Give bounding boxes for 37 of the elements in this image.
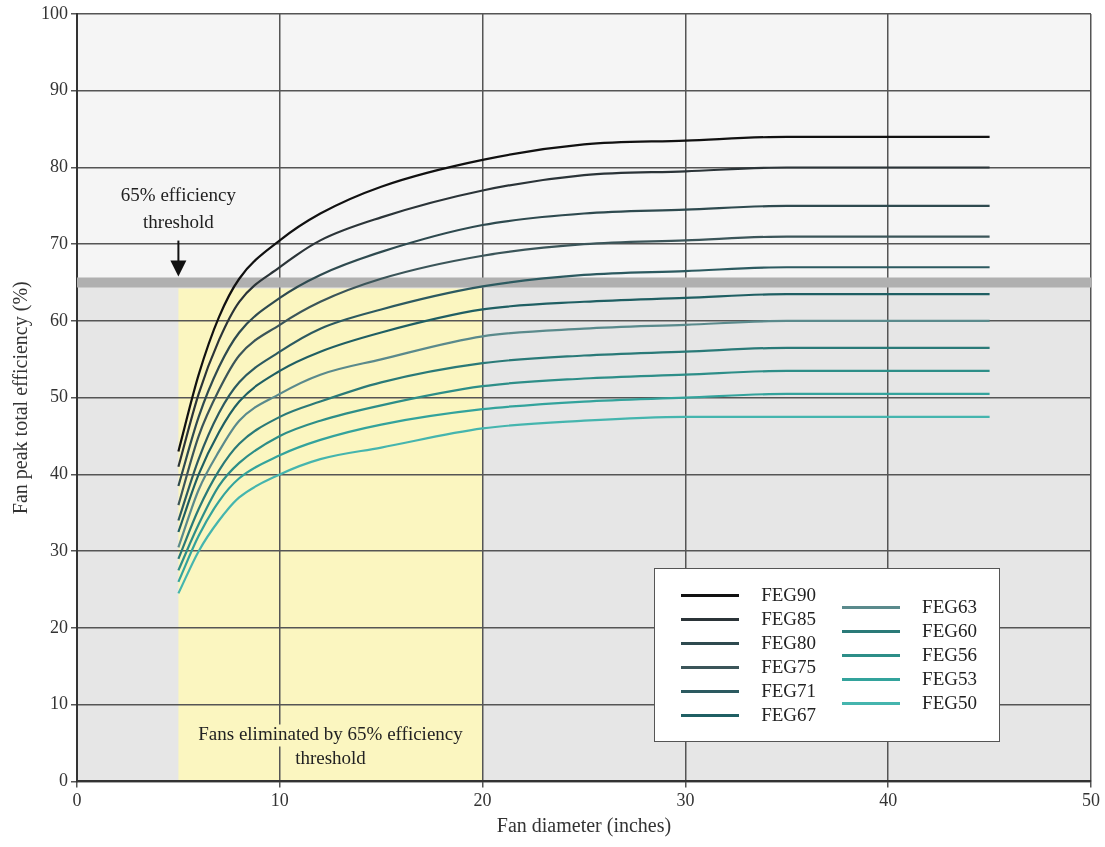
legend-label: FEG90: [761, 584, 817, 606]
legend-label: FEG75: [761, 656, 817, 678]
line-series: [177, 392, 991, 583]
x-tick-label: 10: [270, 789, 289, 810]
legend-label: FEG85: [761, 608, 817, 630]
line-series: [177, 346, 991, 560]
y-tick-label: 0: [59, 770, 68, 791]
line-series: [177, 235, 991, 507]
y-tick-label: 70: [50, 232, 68, 253]
y-tick-label: 80: [50, 156, 68, 177]
x-axis-title: Fan diameter (inches): [496, 814, 672, 838]
y-tick-label: 60: [50, 309, 68, 330]
y-tick-label: 20: [50, 616, 68, 637]
legend-label: FEG53: [922, 668, 977, 690]
legend-label: FEG71: [761, 680, 817, 702]
line-series: [177, 369, 991, 572]
band-label: Fans eliminated by 65% efficiency threshold: [198, 723, 464, 769]
legend-label: FEG60: [922, 620, 977, 642]
x-tick-label: 20: [473, 789, 492, 810]
legend-label: FEG63: [922, 596, 977, 618]
x-tick-label: 50: [1082, 789, 1100, 810]
legend-label: FEG50: [922, 692, 977, 714]
y-tick-label: 100: [41, 2, 68, 23]
x-tick-label: 0: [72, 789, 82, 810]
annotation: 65% efficiency threshold: [120, 183, 237, 232]
y-axis-title: Fan peak total efficiency (%): [9, 281, 33, 515]
y-tick-label: 50: [50, 386, 68, 407]
legend-label: FEG56: [922, 644, 977, 666]
legend-label: FEG80: [761, 632, 817, 654]
y-tick-label: 30: [50, 539, 68, 560]
y-tick-label: 90: [50, 79, 68, 100]
x-tick-label: 30: [676, 789, 695, 810]
y-tick-label: 10: [50, 693, 68, 714]
x-tick-label: 40: [879, 789, 898, 810]
legend-label: FEG67: [761, 704, 817, 726]
line-series: [177, 319, 991, 549]
y-tick-label: 40: [50, 463, 68, 484]
